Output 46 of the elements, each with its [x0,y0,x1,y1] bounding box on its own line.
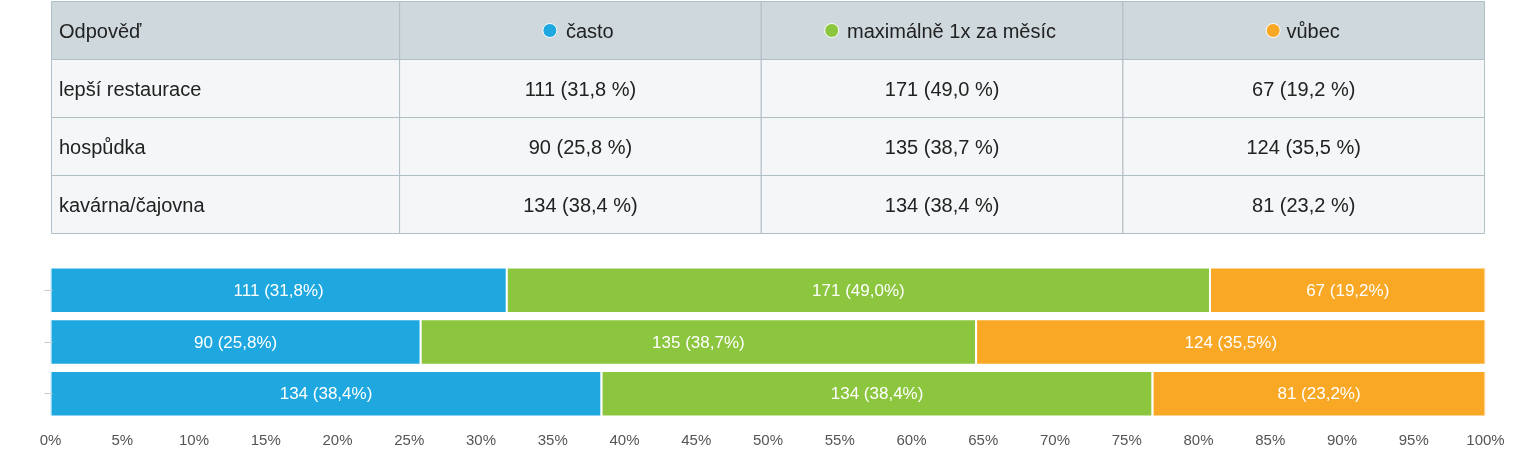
data-label: 134 (38,4%) [830,384,924,404]
x-tick-label: 50% [752,430,784,448]
category-label: lepší restaurace [58,77,202,100]
category-label: kavárna/čajovna [58,193,205,216]
category-label: často [565,19,614,42]
x-tick-label: 60% [896,430,927,448]
category-label: Odpověď [58,19,143,42]
data-label: 134 (38,4%) [279,384,373,404]
text: 90 (25,8 %) [528,135,633,158]
data-label: 171 (49,0%) [812,280,905,300]
category-label: maximálně 1x za měsíc [847,19,1056,42]
data-label: 124 (35,5%) [1184,332,1278,352]
x-tick-label: 15% [250,430,281,448]
x-tick-label: 55% [824,430,855,448]
x-tick-label: 30% [465,430,497,448]
x-tick-label: 25% [394,430,425,448]
text: 171 (49,0 %) [884,77,1000,100]
x-tick-label: 65% [968,430,999,448]
x-tick-label: 95% [1398,430,1429,448]
x-tick-label: 90% [1326,430,1358,448]
x-tick-label: 85% [1255,430,1286,448]
x-tick-label: 45% [681,430,712,448]
x-tick-label: 0% [39,430,62,448]
x-tick-label: 20% [322,430,353,448]
x-tick-label: 35% [537,430,568,448]
text: 134 (38,4 %) [884,193,1000,216]
category-label: hospůdka [58,135,146,158]
text: 134 (38,4 %) [523,193,638,216]
text: 111 (31,8 %) [524,77,637,100]
data-label: 67 (19,2%) [1306,280,1390,300]
data-label: 111 (31,8%) [233,280,324,300]
text: 67 (19,2 %) [1252,77,1356,100]
data-label: 90 (25,8%) [194,332,278,352]
x-tick-label: 70% [1039,430,1071,448]
data-label: 135 (38,7%) [652,332,745,352]
category-label: vůbec [1286,19,1340,42]
x-tick-label: 80% [1183,430,1214,448]
text: 81 (23,2 %) [1252,193,1356,216]
x-tick-label: 5% [111,430,134,448]
text: 135 (38,7 %) [884,135,1000,158]
x-tick-label: 75% [1111,430,1142,448]
x-tick-label: 10% [178,430,210,448]
x-tick-label: 100% [1466,430,1505,448]
text: 124 (35,5 %) [1246,135,1361,158]
data-label: 81 (23,2%) [1277,384,1361,404]
x-tick-label: 40% [609,430,640,448]
